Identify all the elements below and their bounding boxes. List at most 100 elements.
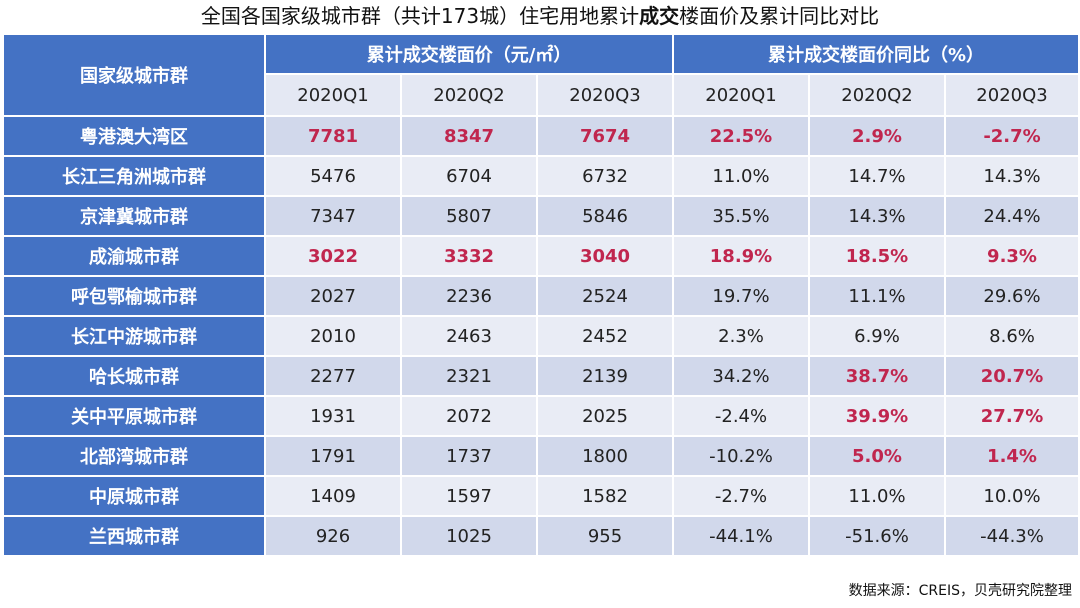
quarter-header-row: 2020Q1 2020Q2 2020Q3 2020Q1 2020Q2 2020Q3 (3, 73, 1080, 117)
price-cell: 7674 (536, 115, 674, 157)
yoy-cell: 29.6% (943, 275, 1080, 317)
table-row: 呼包鄂榆城市群 2027 2236 2524 19.7% 11.1% 29.6% (2, 275, 1080, 317)
yoy-group-header: 累计成交楼面价同比（%） (671, 33, 1080, 75)
region-name: 粤港澳大湾区 (2, 115, 266, 157)
price-cell: 1025 (400, 515, 538, 557)
price-cell: 1582 (536, 475, 674, 517)
quarter-header: 2020Q3 (943, 73, 1080, 117)
table-body: 粤港澳大湾区 7781 8347 7674 22.5% 2.9% -2.7% 长江三角洲城市群… (2, 115, 1080, 557)
yoy-cell: 35.5% (672, 195, 810, 237)
region-name: 长江中游城市群 (2, 315, 266, 357)
price-cell: 2025 (536, 395, 674, 437)
quarter-header: 2020Q2 (400, 73, 538, 117)
region-name: 北部湾城市群 (2, 435, 266, 477)
price-cell: 6704 (400, 155, 538, 197)
quarter-header: 2020Q1 (672, 73, 810, 117)
title-prefix: 全国各国家级城市群（共计173城）住宅用地累计 (200, 4, 640, 28)
yoy-cell: -2.7% (672, 475, 810, 517)
table-row: 粤港澳大湾区 7781 8347 7674 22.5% 2.9% -2.7% (2, 115, 1080, 157)
region-name: 长江三角洲城市群 (2, 155, 266, 197)
price-group-header: 累计成交楼面价（元/㎡） (264, 33, 674, 75)
price-cell: 6732 (536, 155, 674, 197)
table-row: 成渝城市群 3022 3332 3040 18.9% 18.5% 9.3% (2, 235, 1080, 277)
title-bold: 成交 (639, 4, 680, 28)
title-suffix: 楼面价及累计同比对比 (679, 4, 880, 28)
yoy-cell: 20.7% (943, 355, 1080, 397)
price-cell: 5476 (264, 155, 402, 197)
table-row: 关中平原城市群 1931 2072 2025 -2.4% 39.9% 27.7% (2, 395, 1080, 437)
price-cell: 1409 (264, 475, 402, 517)
price-cell: 7781 (264, 115, 402, 157)
yoy-cell: 14.3% (808, 195, 946, 237)
yoy-cell: 1.4% (943, 435, 1080, 477)
price-cell: 2321 (400, 355, 538, 397)
yoy-cell: 39.9% (808, 395, 946, 437)
price-cell: 1791 (264, 435, 402, 477)
yoy-cell: 9.3% (943, 235, 1080, 277)
page-title: 全国各国家级城市群（共计173城）住宅用地累计成交楼面价及累计同比对比 (0, 0, 1080, 32)
data-table: 国家级城市群 累计成交楼面价（元/㎡） 累计成交楼面价同比（%） 2020Q1 2… (2, 33, 1080, 557)
yoy-cell: 34.2% (672, 355, 810, 397)
region-name: 中原城市群 (2, 475, 266, 517)
price-cell: 2072 (400, 395, 538, 437)
quarter-header: 2020Q1 (264, 73, 402, 117)
region-name: 哈长城市群 (2, 355, 266, 397)
yoy-cell: 11.0% (672, 155, 810, 197)
price-cell: 5807 (400, 195, 538, 237)
price-cell: 955 (536, 515, 674, 557)
yoy-cell: 11.0% (808, 475, 946, 517)
price-cell: 7347 (264, 195, 402, 237)
yoy-cell: 5.0% (808, 435, 946, 477)
price-cell: 3040 (536, 235, 674, 277)
price-cell: 3332 (400, 235, 538, 277)
price-cell: 2027 (264, 275, 402, 317)
yoy-cell: 2.9% (808, 115, 946, 157)
yoy-cell: 38.7% (808, 355, 946, 397)
region-name: 成渝城市群 (2, 235, 266, 277)
price-cell: 1597 (400, 475, 538, 517)
region-name: 关中平原城市群 (2, 395, 266, 437)
price-cell: 1931 (264, 395, 402, 437)
quarter-header: 2020Q2 (808, 73, 946, 117)
table-row: 长江中游城市群 2010 2463 2452 2.3% 6.9% 8.6% (2, 315, 1080, 357)
yoy-cell: 22.5% (672, 115, 810, 157)
yoy-cell: 24.4% (943, 195, 1080, 237)
yoy-cell: -51.6% (808, 515, 946, 557)
table-row: 哈长城市群 2277 2321 2139 34.2% 38.7% 20.7% (2, 355, 1080, 397)
price-cell: 2463 (400, 315, 538, 357)
price-cell: 926 (264, 515, 402, 557)
yoy-cell: 18.9% (672, 235, 810, 277)
yoy-cell: 8.6% (943, 315, 1080, 357)
table-row: 京津冀城市群 7347 5807 5846 35.5% 14.3% 24.4% (2, 195, 1080, 237)
price-cell: 8347 (400, 115, 538, 157)
yoy-cell: -2.7% (943, 115, 1080, 157)
price-cell: 2524 (536, 275, 674, 317)
price-cell: 3022 (264, 235, 402, 277)
yoy-cell: 18.5% (808, 235, 946, 277)
price-cell: 2010 (264, 315, 402, 357)
price-cell: 5846 (536, 195, 674, 237)
yoy-cell: 10.0% (943, 475, 1080, 517)
region-name: 京津冀城市群 (2, 195, 266, 237)
yoy-cell: 2.3% (672, 315, 810, 357)
yoy-cell: -2.4% (672, 395, 810, 437)
price-cell: 2236 (400, 275, 538, 317)
price-cell: 2277 (264, 355, 402, 397)
yoy-cell: 27.7% (943, 395, 1080, 437)
region-column-header: 国家级城市群 (2, 33, 266, 117)
table-row: 中原城市群 1409 1597 1582 -2.7% 11.0% 10.0% (2, 475, 1080, 517)
yoy-cell: 11.1% (808, 275, 946, 317)
region-name: 兰西城市群 (2, 515, 266, 557)
region-name: 呼包鄂榆城市群 (2, 275, 266, 317)
price-cell: 1800 (536, 435, 674, 477)
yoy-cell: 14.3% (943, 155, 1080, 197)
price-cell: 1737 (400, 435, 538, 477)
yoy-cell: 6.9% (808, 315, 946, 357)
yoy-cell: -44.3% (943, 515, 1080, 557)
quarter-header: 2020Q3 (536, 73, 674, 117)
table-row: 北部湾城市群 1791 1737 1800 -10.2% 5.0% 1.4% (2, 435, 1080, 477)
source-note: 数据来源：CREIS，贝壳研究院整理 (848, 583, 1072, 599)
yoy-cell: -44.1% (672, 515, 810, 557)
table-row: 兰西城市群 926 1025 955 -44.1% -51.6% -44.3% (2, 515, 1080, 557)
yoy-cell: 14.7% (808, 155, 946, 197)
